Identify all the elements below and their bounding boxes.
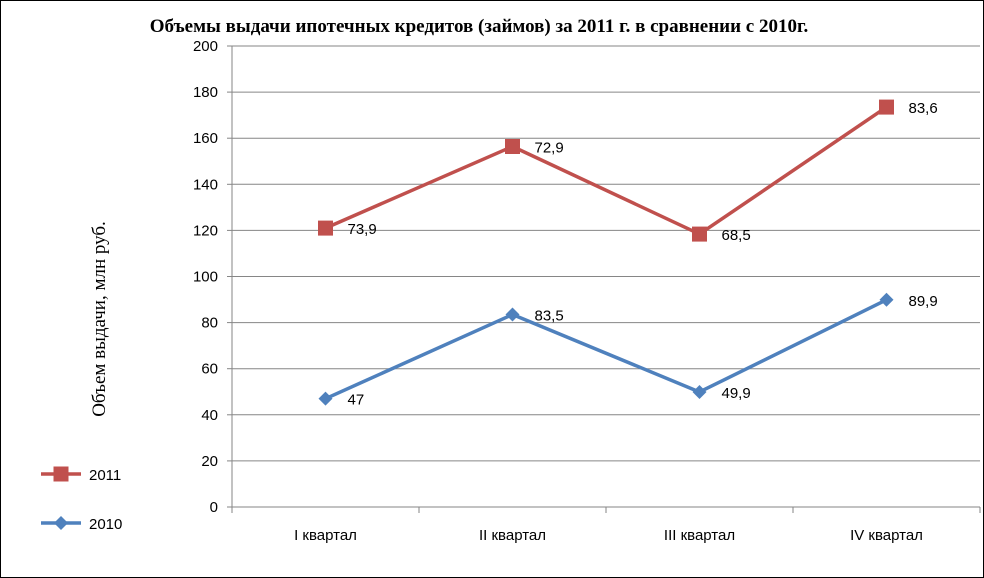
data-point-2011-3	[692, 226, 707, 242]
data-label-2010-4: 89,9	[909, 293, 938, 310]
series-line-2010	[324, 298, 888, 401]
series-2010	[318, 292, 894, 406]
legend: 2011 2010	[41, 466, 122, 533]
gridlines	[232, 45, 980, 462]
y-tick-label-120: 120	[193, 222, 218, 239]
data-label-2010-3: 49,9	[722, 385, 751, 402]
x-tick-label-2: II квартал	[479, 527, 546, 544]
y-tick-label-20: 20	[201, 453, 218, 470]
chart-title: Объемы выдачи ипотечных кредитов (займов…	[150, 16, 808, 37]
series-lines	[318, 99, 894, 406]
data-label-2011-4: 83,6	[909, 100, 938, 117]
data-label-2011-3: 68,5	[722, 227, 751, 244]
y-tick-label-0: 0	[210, 499, 218, 516]
data-point-2010-3	[692, 384, 707, 399]
x-tick-label-4: IV квартал	[850, 527, 923, 544]
data-label-2011-2: 72,9	[535, 139, 564, 156]
x-tick-label-3: III квартал	[664, 527, 735, 544]
x-tick-label-1: I квартал	[294, 527, 357, 544]
legend-label-2011: 2011	[89, 467, 121, 484]
y-tick-label-140: 140	[193, 176, 218, 193]
legend-marker-2010	[54, 516, 68, 530]
legend-marker-2011	[53, 466, 69, 482]
data-point-2011-1	[318, 220, 333, 236]
y-tick-label-100: 100	[193, 269, 218, 286]
y-tick-label-200: 200	[193, 38, 218, 55]
y-tick-label-80: 80	[201, 315, 218, 332]
y-tick-label-40: 40	[201, 407, 218, 424]
data-point-2010-2	[505, 307, 520, 322]
y-tick-label-180: 180	[193, 84, 218, 101]
data-point-2010-4	[879, 292, 894, 307]
data-point-2011-2	[505, 138, 520, 154]
series-line-2011	[324, 105, 888, 236]
data-label-2010-1: 47	[348, 392, 365, 409]
data-labels: 73,9 72,9 68,5 83,6 47 83,5 49,9 89,9	[348, 100, 938, 409]
legend-label-2010: 2010	[89, 516, 122, 533]
y-axis-label: Объем выдачи, млн руб.	[89, 221, 110, 417]
y-tick-label-160: 160	[193, 130, 218, 147]
data-point-2011-4	[879, 99, 894, 115]
series-2011	[318, 99, 894, 242]
axes: 0 20 40 60 80 100 120 140 160 180 200 I квартал II к…	[193, 38, 981, 544]
y-tick-label-60: 60	[201, 361, 218, 378]
data-label-2010-2: 83,5	[535, 308, 564, 325]
data-point-2010-1	[318, 391, 333, 406]
data-label-2011-1: 73,9	[348, 221, 377, 238]
